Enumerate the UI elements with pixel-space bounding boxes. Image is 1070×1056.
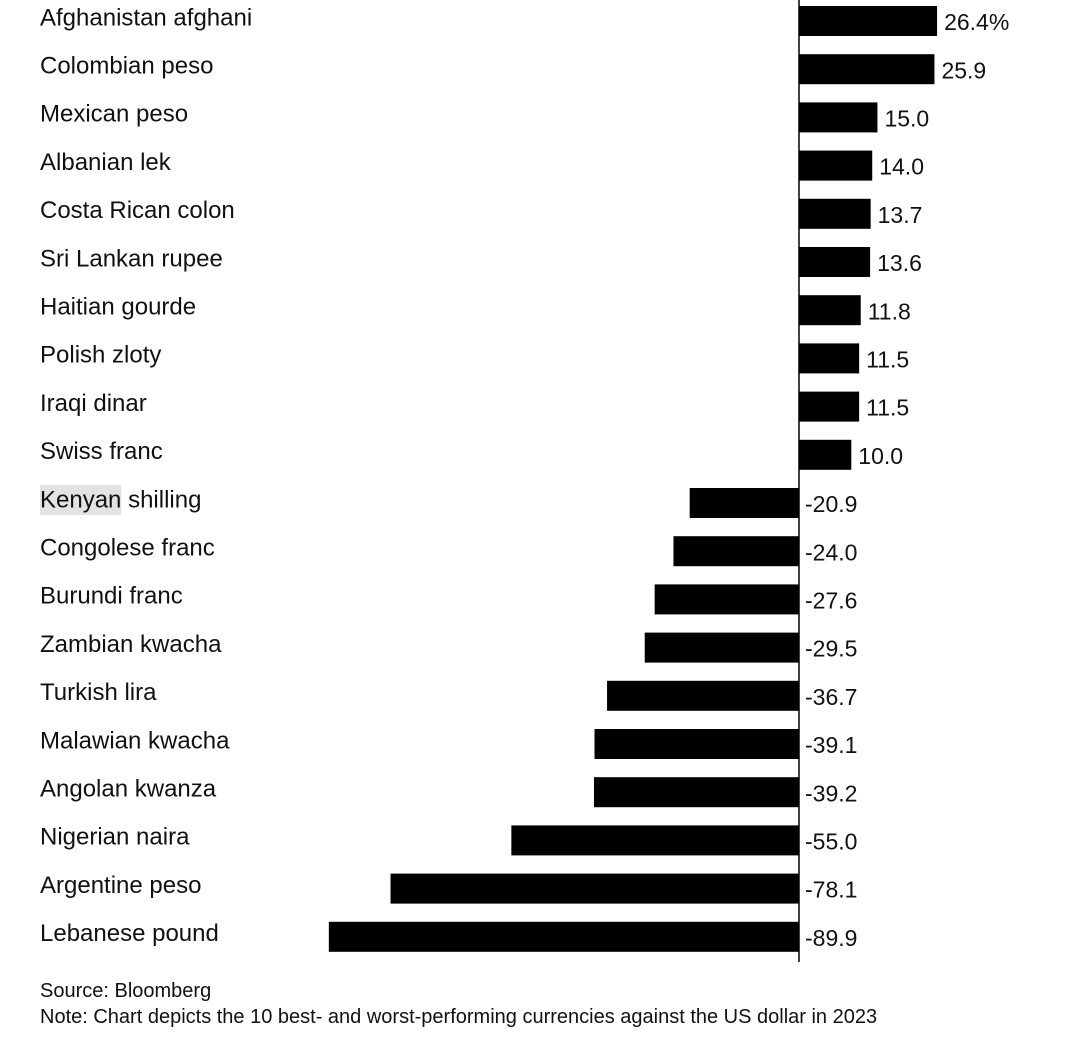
category-label-iraqi-dinar: Iraqi dinar — [40, 390, 147, 417]
bar-angolan-kwanza — [593, 777, 799, 808]
value-label-turkish-lira: -36.7 — [805, 684, 857, 710]
value-label-argentine-peso: -78.1 — [805, 877, 857, 903]
bar-kenyan-shilling — [689, 488, 799, 518]
value-label-afghanistan-afghani: 26.4% — [944, 9, 1009, 35]
category-label-polish-zloty: Polish zloty — [40, 342, 161, 369]
value-label-iraqi-dinar: 11.5 — [866, 395, 909, 421]
value-label-kenyan-shilling: -20.9 — [805, 491, 857, 517]
value-label-congolese-franc: -24.0 — [805, 539, 857, 565]
category-label-argentine-peso: Argentine peso — [40, 872, 201, 899]
value-label-burundi-franc: -27.6 — [805, 587, 857, 613]
category-label-burundi-franc: Burundi franc — [40, 583, 183, 610]
bar-burundi-franc — [654, 584, 799, 615]
bar-lebanese-pound — [328, 921, 799, 952]
category-label-sri-lankan-rupee: Sri Lankan rupee — [40, 245, 223, 272]
value-label-malawian-kwacha: -39.1 — [805, 732, 857, 758]
value-label-zambian-kwacha: -29.5 — [805, 636, 857, 662]
bars — [328, 6, 938, 952]
bar-zambian-kwacha — [644, 632, 799, 663]
currency-performance-chart: Afghanistan afghani Colombian peso Mexican… — [40, 0, 1009, 962]
category-label-turkish-lira: Turkish lira — [40, 679, 157, 706]
bar-afghanistan-afghani — [799, 6, 938, 36]
value-label-swiss-franc: 10.0 — [858, 443, 903, 469]
bar-congolese-franc — [673, 536, 799, 567]
bar-swiss-franc — [799, 439, 852, 470]
bar-nigerian-naira — [511, 825, 799, 856]
category-label-albanian-lek: Albanian lek — [40, 149, 172, 176]
category-label-zambian-kwacha: Zambian kwacha — [40, 631, 222, 658]
value-label-albanian-lek: 14.0 — [879, 154, 924, 180]
chart-note: Note: Chart depicts the 10 best- and wor… — [40, 1006, 878, 1028]
category-label-swiss-franc: Swiss franc — [40, 438, 163, 465]
value-label-costa-rican-colon: 13.7 — [878, 202, 923, 228]
bar-iraqi-dinar — [799, 391, 860, 422]
bar-mexican-peso — [799, 102, 878, 133]
bar-turkish-lira — [607, 680, 799, 711]
value-label-polish-zloty: 11.5 — [866, 346, 909, 372]
value-label-nigerian-naira: -55.0 — [805, 828, 857, 854]
value-label-haitian-gourde: 11.8 — [868, 298, 911, 324]
value-label-angolan-kwanza: -39.2 — [805, 780, 857, 806]
bar-haitian-gourde — [799, 295, 861, 326]
value-label-mexican-peso: 15.0 — [884, 105, 929, 131]
value-label-colombian-peso: 25.9 — [941, 57, 986, 83]
bar-costa-rican-colon — [799, 198, 871, 229]
category-label-congolese-franc: Congolese franc — [40, 535, 215, 562]
category-label-mexican-peso: Mexican peso — [40, 101, 188, 128]
bar-sri-lankan-rupee — [799, 247, 871, 277]
bar-polish-zloty — [799, 343, 860, 374]
value-label-lebanese-pound: -89.9 — [805, 925, 857, 951]
value-label-sri-lankan-rupee: 13.6 — [877, 250, 922, 276]
value-labels: 26.4% 25.9 15.0 14.0 13.7 13.6 11.8 11.5 11.5 10.… — [805, 9, 1009, 951]
category-label-malawian-kwacha: Malawian kwacha — [40, 727, 230, 754]
bar-malawian-kwacha — [594, 729, 799, 759]
source-note: Source: Bloomberg — [40, 980, 212, 1002]
category-label-costa-rican-colon: Costa Rican colon — [40, 197, 235, 224]
category-label-afghanistan-afghani: Afghanistan afghani — [40, 4, 252, 31]
category-labels: Afghanistan afghani Colombian peso Mexican… — [40, 4, 252, 947]
category-label-lebanese-pound: Lebanese pound — [40, 920, 219, 947]
text-selection-highlight — [40, 485, 122, 515]
category-label-haitian-gourde: Haitian gourde — [40, 294, 196, 321]
category-label-kenyan-shilling: Kenyan shilling — [40, 486, 201, 513]
category-label-angolan-kwanza: Angolan kwanza — [40, 776, 217, 803]
bar-colombian-peso — [799, 54, 935, 85]
bar-albanian-lek — [799, 150, 873, 181]
bar-argentine-peso — [390, 873, 799, 904]
category-label-nigerian-naira: Nigerian naira — [40, 824, 190, 851]
category-label-colombian-peso: Colombian peso — [40, 53, 213, 80]
